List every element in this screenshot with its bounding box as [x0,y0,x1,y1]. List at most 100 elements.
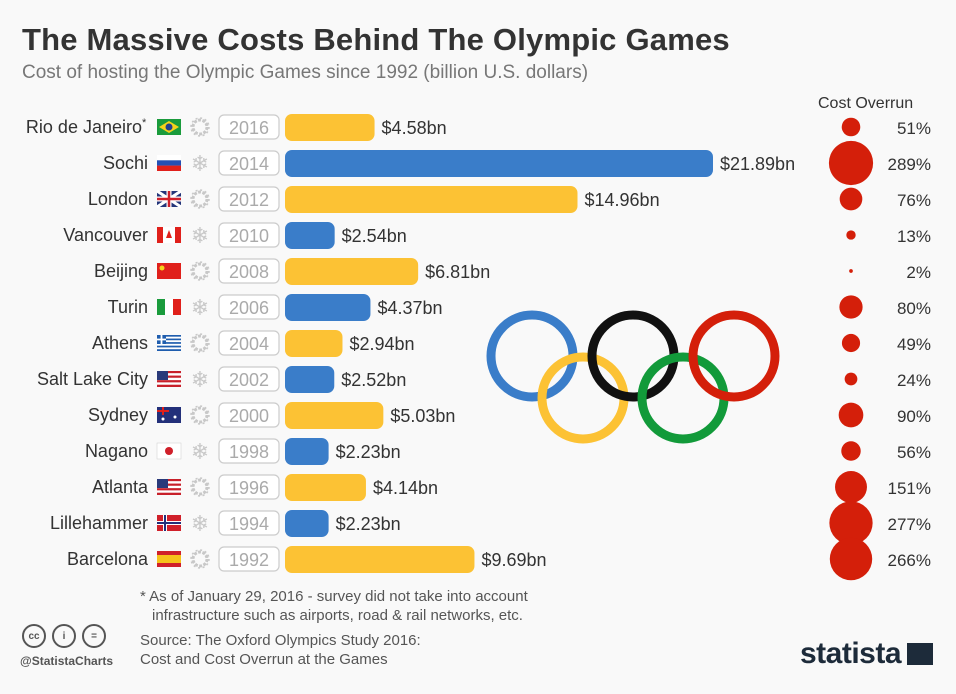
flag-part [157,336,181,339]
overrun-bubble [839,187,863,211]
overrun-bubble [839,295,863,319]
year-label: 1992 [229,550,269,570]
year-label: 1996 [229,478,269,498]
flag-part [157,165,181,171]
overrun-bubble [835,471,867,503]
city-label: Rio de Janeiro [26,117,142,137]
overrun-bubble [841,117,861,137]
flag-gb-icon [156,189,182,209]
flag-es-icon [157,551,181,567]
source-line-1: Source: The Oxford Olympics Study 2016: [140,632,421,649]
flag-it-icon [157,299,181,315]
flag-part [157,335,166,344]
flag-part [157,375,181,378]
bar-summer [285,330,343,357]
sun-part [191,406,209,424]
value-label: $4.58bn [382,118,447,138]
flag-no-icon [157,515,181,531]
overrun-label: 13% [897,227,931,246]
bar-winter [285,222,335,249]
overrun-label: 51% [897,119,931,138]
year-box [218,546,280,572]
year-box [218,258,280,284]
overrun-label: 56% [897,443,931,462]
bar-winter [285,366,335,393]
year-box [218,438,280,464]
source-line-2: Cost and Cost Overrun at the Games [140,651,388,668]
overrun-header: Cost Overrun [818,95,914,112]
value-label: $2.54bn [342,226,407,246]
bar-summer [285,474,366,501]
bar-winter [285,510,329,537]
table-row: Rio de Janeiro * 2016 $4.58bn 51% [26,114,931,141]
sun-part [190,405,210,425]
flag-part [157,492,181,495]
city-label: Barcelona [67,549,149,569]
bar-winter [285,438,329,465]
flag-part [157,160,181,166]
flag-br-icon [157,119,181,135]
year-label: 2016 [229,118,269,138]
value-label: $2.94bn [349,334,414,354]
sun-part [191,262,209,280]
flag-jp-icon [156,442,182,460]
sun-icon [190,549,210,569]
sun-icon [190,405,210,425]
ring-green [637,352,729,444]
year-box [218,510,280,536]
overrun-label: 76% [897,191,931,210]
overrun-bubble [844,372,858,386]
sun-part [190,477,210,497]
value-label: $14.96bn [585,190,660,210]
cc-icon: cc [22,624,46,648]
sun-icon [190,117,210,137]
sun-part [191,190,209,208]
source: Source: The Oxford Olympics Study 2016: … [140,631,421,669]
attribution-icon: i [52,624,76,648]
sun-part [190,549,210,569]
value-label: $6.81bn [425,262,490,282]
table-row: Beijing 2008 $6.81bn 2% [94,258,931,285]
overrun-label: 2% [906,263,931,282]
flag-part [157,488,181,491]
sun-icon [190,477,210,497]
year-label: 2010 [229,226,269,246]
footnote-line-2: infrastructure such as airports, road & … [152,607,523,624]
city-label: London [88,189,148,209]
flag-part [166,230,172,238]
flag-part [157,483,181,486]
table-row: Turin ❄ 2006 $4.37bn 80% [108,294,931,321]
sun-part [191,550,209,568]
year-box [218,186,280,212]
table-row: London 2012 $14.96bn 76% [88,186,931,213]
year-box [218,114,280,140]
city-label: Salt Lake City [37,369,148,389]
twitter-handle: @StatistaCharts [20,654,114,668]
year-box [218,474,280,500]
flag-part [173,415,177,419]
snowflake-icon: ❄ [191,295,209,320]
table-row: Sydney 2000 $5.03bn 90% [88,402,931,429]
overrun-bubble [838,402,864,428]
overrun-label: 80% [897,299,931,318]
table-row: Nagano ❄ 1998 $2.23bn 56% [85,438,931,465]
year-box [218,366,280,392]
year-label: 2006 [229,298,269,318]
flag-part [157,340,181,343]
flag-ca-icon [157,227,181,243]
year-label: 2014 [229,154,269,174]
year-box [218,222,280,248]
flag-part [157,155,181,161]
value-label: $9.69bn [481,550,546,570]
overrun-bubble [841,441,861,461]
ring-blue [486,310,578,402]
overrun-bubble [849,269,853,273]
value-label: $2.23bn [336,442,401,462]
license-icons: cc i = [22,624,106,648]
flag-part [161,417,165,421]
value-label: $21.89bn [720,154,795,174]
value-label: $5.03bn [390,406,455,426]
sun-icon [190,189,210,209]
city-label: Athens [92,333,148,353]
